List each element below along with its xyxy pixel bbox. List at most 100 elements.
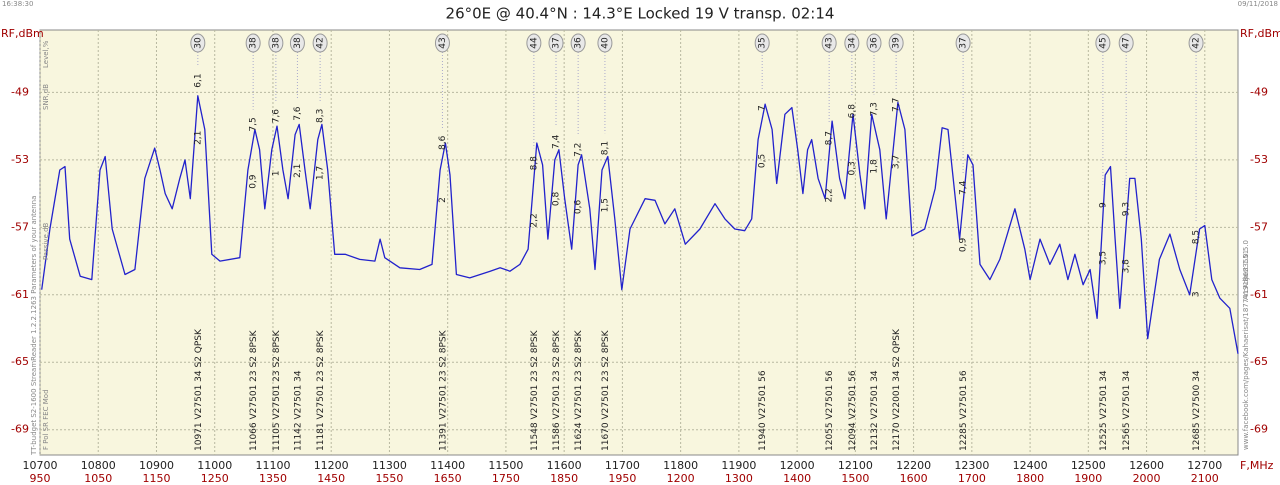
x-tick-label: 12400 xyxy=(1013,459,1048,472)
level-badge xyxy=(888,33,904,53)
snr-label: 8,5 xyxy=(1192,230,1202,244)
transponder-label: 10971 V27501 34 S2 QPSK xyxy=(193,328,203,451)
freq: 11586 xyxy=(552,422,562,451)
snr-label: 8,7 xyxy=(825,131,835,145)
grid xyxy=(39,30,1238,455)
freq: 12132 xyxy=(869,422,879,451)
y-tick-label-right: -57 xyxy=(1250,220,1268,233)
if-tick-label: 1900 xyxy=(1074,472,1102,485)
params: V27501 56 xyxy=(847,370,857,419)
freq: 11066 xyxy=(249,422,259,451)
margin-label: 0,3 xyxy=(847,161,857,175)
params: V27501 34 xyxy=(1098,370,1108,419)
x-tick-label: 11700 xyxy=(605,459,640,472)
marks: 30 6,1 2,1 10971 V27501 34 S2 QPSK 38 7,5 0,9 1… xyxy=(41,33,1239,451)
params: V27501 23 S2 8PSK xyxy=(552,329,562,419)
y-tick-label-right: -69 xyxy=(1250,423,1268,436)
snr-label: 7,4 xyxy=(552,134,562,149)
level-badge xyxy=(1188,33,1204,53)
x-tick-label: 12200 xyxy=(896,459,931,472)
y-tick-label: -53 xyxy=(11,153,29,166)
y-tick-label: -49 xyxy=(11,85,29,98)
level-label: 38 xyxy=(249,37,259,49)
freq: 12285 xyxy=(959,422,969,451)
x-tick-label: 11800 xyxy=(663,459,698,472)
params: V27501 23 S2 8PSK xyxy=(600,329,610,419)
transponder-label: 11670 V27501 23 S2 8PSK xyxy=(600,329,610,451)
if-tick-label: 2100 xyxy=(1191,472,1219,485)
x-tick-label: 11300 xyxy=(372,459,407,472)
freq: 11670 xyxy=(600,422,610,451)
if-tick-label: 1200 xyxy=(667,472,695,485)
freq: 11181 xyxy=(316,422,326,451)
params: V27501 34 xyxy=(293,370,303,419)
margin-label: 3,7 xyxy=(892,155,902,169)
params: V22001 34 S2 QPSK xyxy=(892,328,902,419)
side-label: SNR,dB xyxy=(42,84,50,110)
margin-label: 0,6 xyxy=(574,199,584,214)
plot-area xyxy=(39,29,1239,456)
if-tick-label: 1800 xyxy=(1016,472,1044,485)
level-badge xyxy=(754,33,770,53)
date: 09/11/2018 xyxy=(1238,0,1278,8)
snr-label: 8,8 xyxy=(529,156,539,171)
x-tick-label: 12000 xyxy=(780,459,815,472)
side-label: Level,% xyxy=(42,40,50,68)
snr-label: 8,6 xyxy=(438,135,448,150)
level-label: 43 xyxy=(825,37,835,48)
margin-label: 0,9 xyxy=(249,174,259,189)
params: V27501 23 S2 8PSK xyxy=(438,329,448,419)
x-tick-label: 11900 xyxy=(721,459,756,472)
right-edge-text: www.facebook.com/pages/Kahaerisat/187741… xyxy=(1242,250,1250,450)
params: V27501 34 xyxy=(1122,370,1132,419)
x-tick-label: 11200 xyxy=(314,459,349,472)
level-badge xyxy=(190,33,206,53)
params: V27501 34 S2 QPSK xyxy=(193,328,203,419)
transponder-label: 11105 V27501 23 S2 8PSK xyxy=(271,329,281,451)
side-label: F Pol SR FEC Mod xyxy=(42,389,50,450)
params: V27501 23 S2 8PSK xyxy=(271,329,281,419)
level-label: 39 xyxy=(892,37,902,49)
if-tick-label: 1550 xyxy=(375,472,403,485)
if-tick-label: 1400 xyxy=(783,472,811,485)
margin-label: 2,2 xyxy=(529,213,539,227)
x-tick-label: 12100 xyxy=(838,459,873,472)
time: 16:38:30 xyxy=(2,0,33,8)
freq: 11391 xyxy=(438,422,448,451)
snr-label: 7 xyxy=(758,105,768,111)
if-tick-label: 1850 xyxy=(550,472,578,485)
snr-label: 7,7 xyxy=(892,98,902,112)
spectrum-line xyxy=(41,95,1239,354)
level-badge xyxy=(1095,33,1111,53)
margin-label: 1,7 xyxy=(316,166,326,180)
level-badge xyxy=(844,33,860,53)
x-tick-label: 12300 xyxy=(954,459,989,472)
margin-label: 3 xyxy=(1192,291,1202,297)
if-tick-label: 1500 xyxy=(841,472,869,485)
params: V27501 23 S2 8PSK xyxy=(574,329,584,419)
transponder-label: 11066 V27501 23 S2 8PSK xyxy=(249,329,259,451)
level-badge xyxy=(312,33,328,53)
level-badge xyxy=(268,33,284,53)
x-axis-label: F,MHz xyxy=(1240,459,1274,472)
transponder-label: 12055 V27501 56 xyxy=(825,370,835,451)
level-label: 47 xyxy=(1122,37,1132,48)
snr-label: 6,8 xyxy=(847,104,857,119)
snr-label: 8,3 xyxy=(316,109,326,123)
transponder-label: 12525 V27501 34 xyxy=(1098,370,1108,451)
level-badge xyxy=(1118,33,1134,53)
snr-label: 8,1 xyxy=(600,141,610,155)
snr-label: 7,6 xyxy=(293,106,303,121)
margin-label: 2,1 xyxy=(193,131,203,145)
level-label: 44 xyxy=(529,37,539,49)
margin-label: 3,8 xyxy=(1122,259,1132,274)
freq: 11105 xyxy=(271,422,281,451)
level-label: 45 xyxy=(1098,37,1108,48)
margin-label: 3,5 xyxy=(1098,251,1108,265)
if-tick-label: 1650 xyxy=(434,472,462,485)
snr-label: 7,4 xyxy=(959,180,969,195)
y-tick-label: -57 xyxy=(11,220,29,233)
params: V27501 56 xyxy=(825,370,835,419)
y-axis-label-right: RF,dBm xyxy=(1240,27,1280,40)
